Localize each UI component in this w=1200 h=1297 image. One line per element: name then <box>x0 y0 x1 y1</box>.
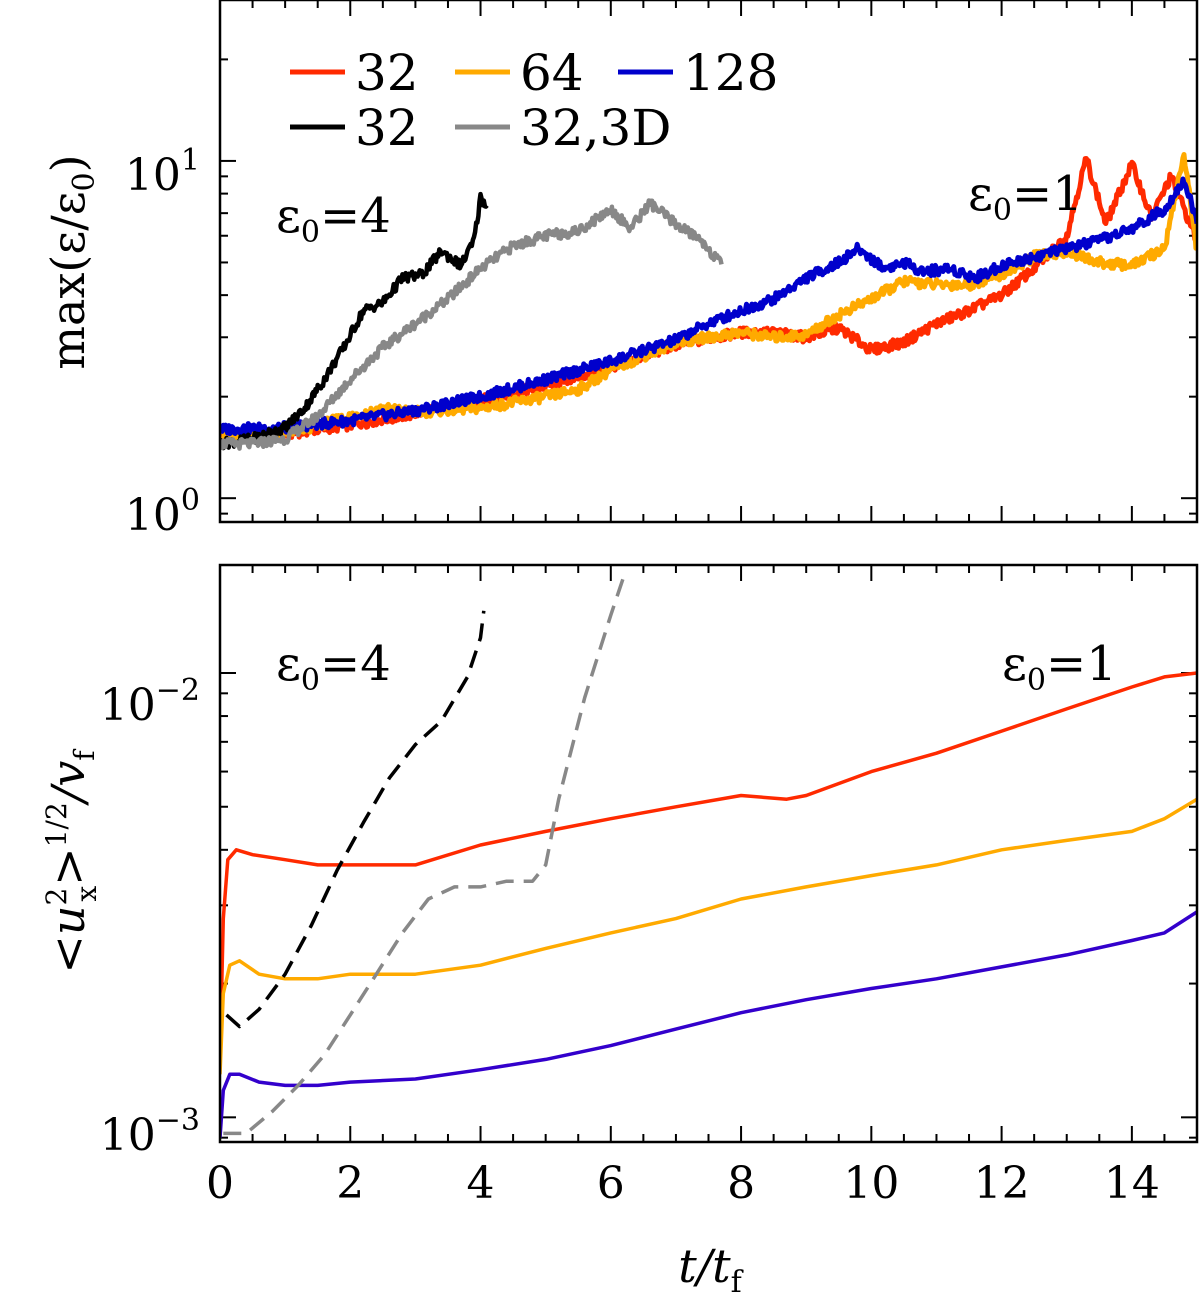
series-line-top-series-2 <box>220 176 1197 437</box>
xtick-label-8: 8 <box>727 1158 755 1209</box>
bottom-series-group <box>220 575 1197 1138</box>
top-annotation-eps0-1: ε0=1 <box>968 166 1083 228</box>
series-line-top-series-3 <box>220 191 489 451</box>
legend-label-128: 128 <box>683 44 778 102</box>
top-series-group <box>220 152 1197 451</box>
xtick-label-14: 14 <box>1104 1158 1160 1209</box>
xtick-label-0: 0 <box>206 1158 234 1209</box>
bottom-plot-frame <box>218 563 1199 1144</box>
xtick-label-10: 10 <box>843 1158 899 1209</box>
series-line-bottom-series-1 <box>220 797 1197 1075</box>
top-y-axis-title: max(ε/ε0) <box>41 154 102 369</box>
top-annotation-eps0-4: ε0=4 <box>276 188 391 250</box>
series-line-top-series-4 <box>220 198 724 451</box>
xtick-label-2: 2 <box>336 1158 364 1209</box>
series-line-top-series-1 <box>220 152 1197 446</box>
top-panel: 100 101 max(ε/ε0) 32 64 128 32 32,3D ε0=… <box>41 0 1199 541</box>
series-line-bottom-series-2 <box>220 910 1197 1138</box>
series-line-bottom-series-4 <box>223 575 626 1136</box>
bottom-panel: 10−2 10−3 0 2 4 6 8 10 12 14 t/tf <u2x>1/2/vf ε… <box>40 563 1199 1297</box>
legend-label-64: 64 <box>520 44 584 102</box>
bottom-annotation-eps0-4: ε0=4 <box>276 636 391 698</box>
bottom-xtick-labels: 0 2 4 6 8 10 12 14 <box>206 1158 1160 1209</box>
top-ytick-label-1: 100 <box>125 483 200 541</box>
bottom-ytick-label-1e-3: 10−3 <box>100 1103 200 1161</box>
series-line-bottom-series-3 <box>225 610 486 1029</box>
bottom-axis-ticks <box>219 565 1198 1142</box>
legend: 32 64 128 32 32,3D <box>290 44 778 157</box>
legend-label-32-3d: 32,3D <box>520 99 671 157</box>
xtick-label-6: 6 <box>597 1158 625 1209</box>
xtick-label-4: 4 <box>467 1158 495 1209</box>
legend-label-32-red: 32 <box>355 44 419 102</box>
legend-label-32-black: 32 <box>355 99 419 157</box>
bottom-x-axis-title: t/tf <box>678 1239 743 1297</box>
bottom-annotation-eps0-1: ε0=1 <box>1002 636 1117 698</box>
xtick-label-12: 12 <box>974 1158 1030 1209</box>
bottom-y-axis-title: <u2x>1/2/vf <box>40 748 103 974</box>
top-ytick-label-10: 101 <box>125 143 200 201</box>
series-line-bottom-series-0 <box>220 671 1197 1060</box>
top-plot-frame <box>218 0 1199 524</box>
bottom-ytick-label-1e-2: 10−2 <box>100 673 200 731</box>
